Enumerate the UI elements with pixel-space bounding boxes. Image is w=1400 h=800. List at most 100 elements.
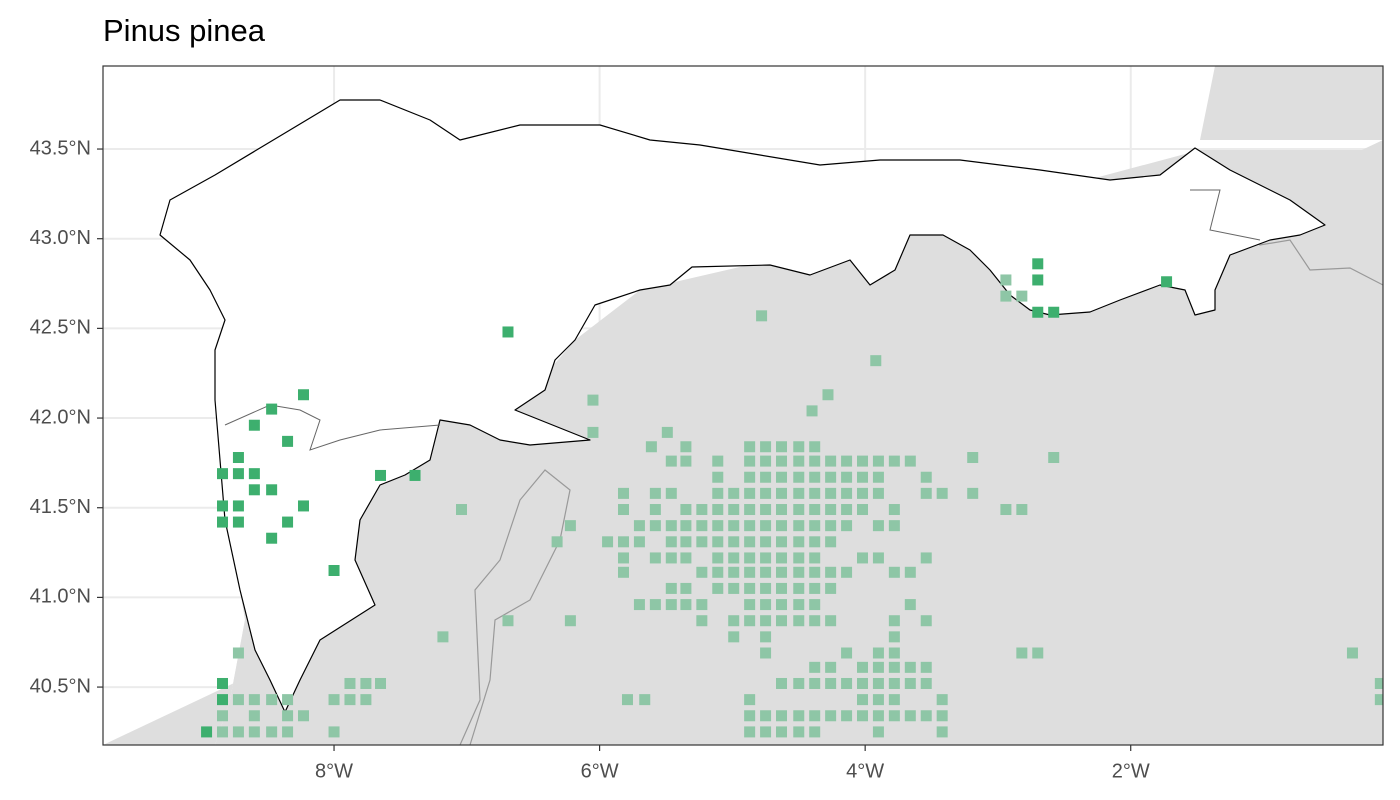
occurrence-square xyxy=(696,520,708,532)
occurrence-square xyxy=(1016,647,1028,659)
y-tick-label: 42.0°N xyxy=(30,406,91,428)
occurrence-square xyxy=(793,599,805,611)
occurrence-square xyxy=(793,471,805,483)
occurrence-square xyxy=(809,552,821,564)
occurrence-square xyxy=(793,487,805,499)
occurrence-square xyxy=(841,504,853,516)
occurrence-square xyxy=(633,599,645,611)
occurrence-square xyxy=(870,355,882,367)
occurrence-square xyxy=(888,631,900,643)
y-tick-label: 42.5°N xyxy=(30,317,91,339)
occurrence-square xyxy=(809,536,821,548)
occurrence-square xyxy=(297,389,309,401)
occurrence-square xyxy=(744,441,756,453)
occurrence-square xyxy=(888,615,900,627)
occurrence-square xyxy=(232,500,244,512)
occurrence-square xyxy=(217,468,229,480)
occurrence-square xyxy=(217,516,229,528)
occurrence-square xyxy=(617,552,629,564)
occurrence-square xyxy=(936,710,948,722)
occurrence-square xyxy=(744,471,756,483)
occurrence-square xyxy=(266,532,278,544)
occurrence-square xyxy=(712,582,724,594)
occurrence-square xyxy=(728,582,740,594)
occurrence-square xyxy=(857,710,869,722)
occurrence-square xyxy=(793,552,805,564)
occurrence-square xyxy=(649,599,661,611)
occurrence-square xyxy=(649,520,661,532)
occurrence-square xyxy=(217,694,229,706)
occurrence-square xyxy=(649,487,661,499)
occurrence-square xyxy=(756,310,768,322)
occurrence-square xyxy=(1032,258,1044,270)
occurrence-square xyxy=(680,520,692,532)
occurrence-square xyxy=(825,582,837,594)
x-tick-label: 8°W xyxy=(315,760,353,782)
occurrence-square xyxy=(328,694,340,706)
occurrence-square xyxy=(551,536,563,548)
occurrence-square xyxy=(920,615,932,627)
axes: 8°W 6°W 4°W 2°W 40.5°N 41.0°N 41.5°N 42.0°N 42.5… xyxy=(30,137,1150,782)
panel-border xyxy=(102,65,1384,746)
occurrence-square xyxy=(825,677,837,689)
basemap xyxy=(103,66,1383,745)
occurrence-square xyxy=(680,504,692,516)
occurrence-square xyxy=(793,455,805,467)
occurrence-square xyxy=(248,726,260,738)
occurrence-square xyxy=(904,455,916,467)
occurrence-square xyxy=(437,631,449,643)
occurrence-square xyxy=(328,726,340,738)
y-tick-label: 43.5°N xyxy=(30,137,91,159)
occurrence-square xyxy=(744,726,756,738)
occurrence-square xyxy=(857,677,869,689)
occurrence-square xyxy=(1032,647,1044,659)
occurrence-square xyxy=(760,710,772,722)
occurrence-square xyxy=(248,484,260,496)
occurrence-square xyxy=(760,552,772,564)
occurrence-square xyxy=(232,516,244,528)
occurrence-square xyxy=(809,726,821,738)
occurrence-square xyxy=(328,564,340,576)
occurrence-square xyxy=(760,441,772,453)
occurrence-square xyxy=(1000,290,1012,302)
occurrence-square xyxy=(841,647,853,659)
occurrence-square xyxy=(760,487,772,499)
occurrence-square xyxy=(680,582,692,594)
occurrence-square xyxy=(1000,504,1012,516)
chart-title: Pinus pinea xyxy=(103,13,266,48)
occurrence-square xyxy=(744,520,756,532)
occurrence-square xyxy=(776,710,788,722)
occurrence-square xyxy=(728,487,740,499)
occurrence-square xyxy=(744,504,756,516)
occurrence-square xyxy=(744,582,756,594)
occurrence-square xyxy=(665,552,677,564)
occurrence-square xyxy=(825,566,837,578)
occurrence-square xyxy=(793,582,805,594)
occurrence-square xyxy=(760,566,772,578)
occurrence-square xyxy=(696,536,708,548)
occurrence-square xyxy=(760,599,772,611)
occurrence-square xyxy=(888,661,900,673)
occurrence-square xyxy=(1032,306,1044,318)
occurrence-square xyxy=(936,726,948,738)
occurrence-square xyxy=(744,615,756,627)
occurrence-square xyxy=(809,487,821,499)
occurrence-square xyxy=(266,694,278,706)
occurrence-square xyxy=(248,710,260,722)
occurrence-square xyxy=(809,677,821,689)
occurrence-square xyxy=(825,710,837,722)
occurrence-square xyxy=(936,487,948,499)
occurrence-square xyxy=(564,615,576,627)
occurrence-square xyxy=(872,647,884,659)
occurrence-square xyxy=(888,566,900,578)
occurrence-square xyxy=(1016,290,1028,302)
occurrence-square xyxy=(760,504,772,516)
occurrence-square xyxy=(872,455,884,467)
occurrence-square xyxy=(680,455,692,467)
occurrence-square xyxy=(665,487,677,499)
occurrence-square xyxy=(888,694,900,706)
occurrence-square xyxy=(744,694,756,706)
occurrence-square xyxy=(248,419,260,431)
occurrence-square xyxy=(760,615,772,627)
